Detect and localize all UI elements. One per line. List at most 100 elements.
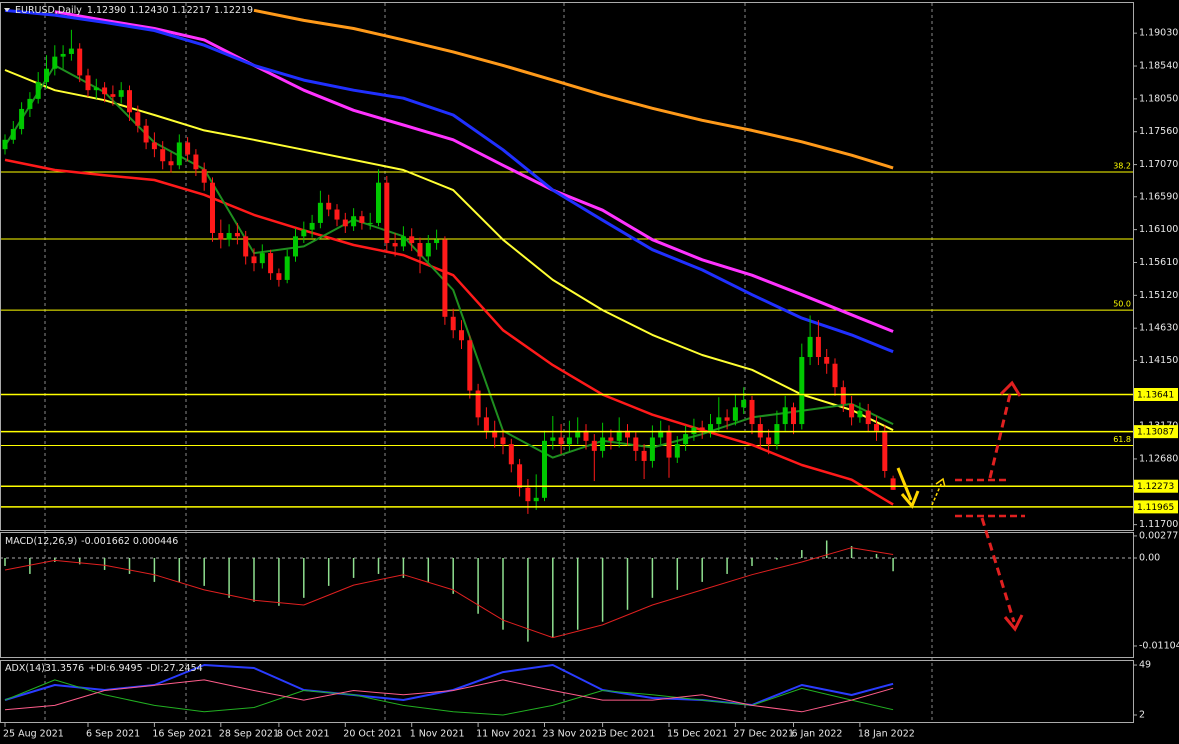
candle-body (176, 142, 182, 166)
candle-body (674, 444, 680, 458)
candle-body (865, 410, 871, 425)
candle-body (741, 399, 747, 408)
candle-body (226, 232, 232, 240)
candle-body (392, 243, 398, 247)
candle-body (583, 430, 589, 441)
candle-body (417, 243, 423, 257)
x-tick-label: 16 Sep 2021 (152, 729, 212, 740)
candle-body (774, 424, 780, 445)
candle-body (102, 87, 108, 95)
x-tick-label: 15 Dec 2021 (667, 729, 728, 740)
y-tick-label: 1.12680 (1139, 453, 1178, 464)
candle-body (251, 256, 257, 264)
price-level-box (1134, 425, 1178, 439)
signal-line (4, 547, 894, 639)
candle-body (127, 90, 132, 113)
y-tick-label: 0.002775 (1139, 530, 1179, 541)
candle-body (384, 182, 390, 244)
candle-body (135, 112, 141, 126)
moving-average (54, 10, 894, 333)
y-tick-label: 2 (1139, 709, 1145, 720)
candle-body (77, 48, 83, 76)
candle-body (293, 236, 298, 257)
candle-body (716, 417, 722, 425)
candle-body (550, 437, 556, 441)
candle-body (284, 256, 290, 280)
macd-title: MACD(12,26,9) (5, 536, 77, 547)
x-tick-label: 3 Dec 2021 (601, 729, 656, 740)
candle-body (35, 82, 41, 99)
candle-body (442, 239, 448, 317)
adx-name: ADX(14) (5, 663, 45, 674)
candle-body (533, 497, 539, 502)
ohlc-close: 1.12219 (214, 5, 253, 16)
symbol: EURUSD,Daily (15, 5, 82, 16)
candle-body (782, 407, 788, 425)
y-tick-label: 1.16590 (1139, 191, 1178, 202)
x-tick-label: 6 Jan 2022 (792, 729, 843, 740)
price-level-label: 1.13087 (1137, 428, 1174, 438)
y-tick-label: 1.16100 (1139, 224, 1178, 235)
candle-body (309, 222, 315, 230)
candle-body (334, 209, 340, 220)
x-tick-label: 6 Sep 2021 (86, 729, 140, 740)
candle-body (890, 478, 896, 490)
candle-body (27, 98, 33, 109)
candle-body (367, 222, 373, 224)
candle-body (600, 437, 606, 451)
mdi-name: -DI: (147, 663, 164, 674)
adx-line (4, 679, 894, 713)
candle-body (118, 90, 124, 97)
header-text: EURUSD,Daily 1.12390 1.12430 1.12217 1.12219 (15, 5, 253, 16)
header-menu-icon (4, 8, 10, 12)
price-level-label: 1.12273 (1137, 482, 1174, 492)
candle-body (301, 229, 307, 237)
candle-body (724, 417, 730, 421)
candle-body (10, 129, 16, 140)
x-tick-label: 25 Aug 2021 (3, 729, 64, 740)
candle-body (326, 202, 332, 210)
candle-body (52, 56, 58, 69)
x-tick-label: 28 Sep 2021 (219, 729, 279, 740)
candle-body (19, 108, 25, 130)
candle-body (840, 387, 846, 404)
candle-body (400, 236, 406, 247)
candle-body (566, 437, 572, 445)
candle-body (68, 48, 74, 54)
candle-body (492, 430, 498, 438)
fib-label: 38.2 (1113, 161, 1131, 170)
candle-body (791, 407, 796, 425)
candle-body (558, 437, 564, 445)
candle-body (641, 450, 647, 461)
candle-body (658, 430, 664, 438)
candle-body (683, 434, 689, 445)
candle-body (625, 430, 630, 438)
candle-body (732, 407, 738, 421)
candle-body (616, 430, 622, 441)
candle-body (749, 399, 755, 425)
x-tick-label: 20 Oct 2021 (343, 729, 402, 740)
candle-body (824, 357, 830, 364)
candle-body (243, 236, 249, 257)
pdi-value: 6.9495 (109, 663, 142, 674)
x-tick-label: 23 Nov 2021 (543, 729, 604, 740)
adx-header: ADX(14)31.3576 +DI:6.9495 -DI:27.2454 (5, 663, 203, 674)
candle-body (234, 232, 240, 237)
candle-body (766, 437, 772, 445)
candle-body (210, 182, 215, 233)
moving-average (4, 69, 894, 431)
candle-body (649, 437, 655, 461)
candle-body (434, 239, 440, 244)
y-tick-label: 1.14630 (1139, 323, 1178, 334)
candle-body (517, 464, 523, 488)
candle-body (60, 53, 66, 57)
y-tick-label: 1.18540 (1139, 61, 1178, 72)
y-tick-label: 0.00 (1139, 553, 1160, 564)
price-level-box (1134, 387, 1178, 401)
candle-body (874, 424, 879, 431)
candle-body (832, 363, 838, 388)
x-tick-label: 18 Jan 2022 (858, 729, 915, 740)
candle-body (259, 253, 265, 264)
